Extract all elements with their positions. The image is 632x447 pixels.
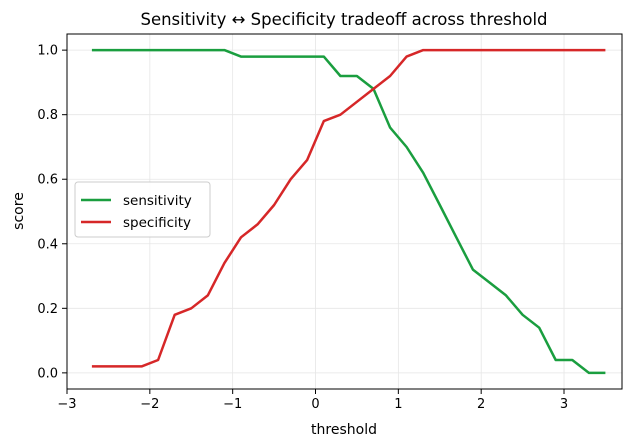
x-tick-label: 1 bbox=[394, 397, 402, 412]
x-axis: −3 −2 −1 0 1 2 3 bbox=[57, 389, 568, 412]
y-tick-label: 0.2 bbox=[37, 302, 58, 317]
legend-label-specificity: specificity bbox=[123, 215, 191, 231]
x-axis-title: threshold bbox=[311, 422, 377, 438]
series-layer bbox=[91, 48, 606, 375]
y-tick-label: 0.8 bbox=[37, 108, 58, 123]
y-tick-label: 0.6 bbox=[37, 173, 58, 188]
plot-frame bbox=[66, 33, 623, 390]
y-tick-label: 1.0 bbox=[37, 44, 58, 59]
sensitivity-line bbox=[91, 48, 606, 375]
y-axis: 0.0 0.2 0.4 0.6 0.8 1.0 bbox=[37, 44, 67, 381]
x-tick-label: 0 bbox=[311, 397, 319, 412]
x-tick-label: 3 bbox=[560, 397, 568, 412]
y-tick-label: 0.0 bbox=[37, 366, 58, 381]
x-tick-label: 2 bbox=[477, 397, 485, 412]
y-axis-title: score bbox=[11, 192, 27, 230]
legend-label-sensitivity: sensitivity bbox=[123, 193, 192, 209]
y-tick-label: 0.4 bbox=[37, 237, 58, 252]
x-tick-label: −2 bbox=[140, 397, 159, 412]
x-tick-label: −3 bbox=[57, 397, 76, 412]
specificity-line bbox=[91, 48, 606, 368]
x-tick-label: −1 bbox=[223, 397, 242, 412]
chart-title: Sensitivity ↔ Specificity tradeoff acros… bbox=[140, 10, 547, 29]
legend: sensitivity specificity bbox=[74, 181, 211, 238]
